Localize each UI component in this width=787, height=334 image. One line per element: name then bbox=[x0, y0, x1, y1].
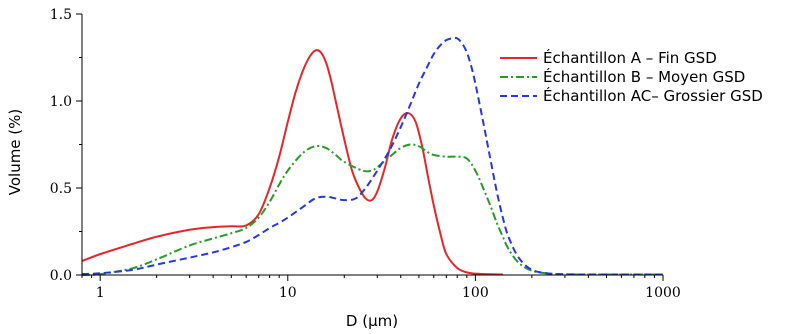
x-tick-label: 1 bbox=[96, 285, 105, 301]
series-line-1 bbox=[81, 49, 503, 276]
y-tick-label: 0.0 bbox=[50, 268, 72, 284]
series-line-2 bbox=[81, 143, 663, 276]
x-tick-label: 100 bbox=[462, 285, 489, 301]
y-axis-title: Volume (%) bbox=[6, 109, 24, 196]
legend-label-2: Échantillon B – Moyen GSD bbox=[543, 67, 745, 86]
series-line-3 bbox=[81, 36, 663, 276]
y-tick-label: 0.5 bbox=[50, 181, 72, 197]
legend-label-3: Échantillon AC– Grossier GSD bbox=[543, 86, 763, 105]
x-axis-title: D (µm) bbox=[346, 312, 398, 330]
x-tick-label: 1000 bbox=[645, 285, 681, 301]
x-axis: 1 10 100 1000 D (µm) bbox=[81, 274, 681, 330]
y-axis: 0.0 0.5 1.0 1.5 Volume (%) bbox=[6, 7, 83, 284]
x-tick-label: 10 bbox=[279, 285, 297, 301]
y-tick-label: 1.5 bbox=[50, 7, 72, 23]
legend-label-1: Échantillon A – Fin GSD bbox=[543, 48, 717, 67]
plot-series-group bbox=[81, 36, 663, 276]
y-tick-label: 1.0 bbox=[50, 94, 72, 110]
x-ticks-group: 1 10 100 1000 bbox=[81, 275, 681, 301]
y-ticks-group: 0.0 0.5 1.0 1.5 bbox=[50, 7, 82, 284]
